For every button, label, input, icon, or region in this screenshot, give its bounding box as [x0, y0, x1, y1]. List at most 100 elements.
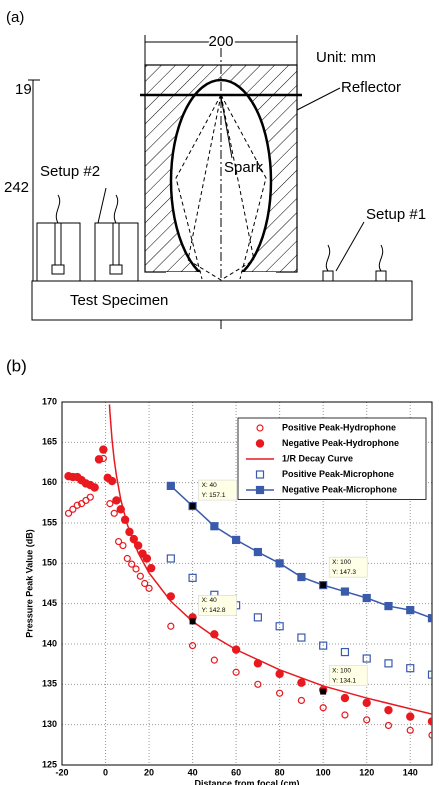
legend-label: Positive Peak-Microphone — [282, 469, 394, 479]
y-tick-label: 135 — [42, 679, 57, 689]
point — [384, 659, 393, 668]
datatip-label: X: 40 — [202, 597, 218, 604]
point — [232, 535, 241, 545]
datatip-point — [189, 618, 196, 625]
point — [166, 554, 175, 563]
point — [167, 622, 175, 630]
datatip-point — [189, 503, 196, 510]
legend-label: Positive Peak-Hydrophone — [282, 422, 396, 432]
y-tick-label: 155 — [42, 517, 57, 527]
point — [275, 622, 284, 631]
datatip-label: Y: 142.8 — [202, 607, 226, 614]
point — [119, 541, 127, 550]
setup1-label: Setup #1 — [366, 206, 426, 223]
panel-label: (b) — [6, 356, 27, 375]
specimen — [31, 280, 413, 321]
plot-frame — [61, 401, 433, 766]
datatip-label: X: 40 — [202, 482, 218, 489]
datatip-label: Y: 134.1 — [332, 677, 356, 684]
y-tick-label: 125 — [42, 759, 57, 769]
point — [210, 522, 219, 531]
chart: -20 0 20 40 60 80 100 120 140 125 130 135 140 145 150 1… — [24, 396, 433, 785]
y-tick-label: 145 — [42, 598, 57, 608]
point — [276, 689, 284, 697]
point — [384, 721, 393, 730]
point — [188, 573, 197, 582]
point — [136, 572, 144, 580]
x-tick-label: 40 — [188, 767, 198, 777]
legend-marker — [256, 424, 264, 432]
point — [319, 641, 328, 650]
point — [253, 547, 262, 557]
setup2-label: Setup #2 — [40, 163, 100, 180]
leader — [296, 87, 341, 111]
x-tick-label: -20 — [55, 767, 68, 777]
x-tick-label: 120 — [359, 767, 374, 777]
ellipse — [169, 78, 273, 284]
point — [362, 593, 371, 603]
point — [142, 554, 152, 563]
y-tick-label: 140 — [42, 638, 57, 648]
point — [147, 563, 156, 573]
leader — [220, 96, 233, 159]
point — [132, 565, 140, 573]
legend-marker — [255, 485, 265, 495]
point — [232, 668, 240, 676]
point — [340, 693, 350, 703]
point — [112, 496, 121, 505]
point — [253, 613, 262, 622]
point — [362, 698, 371, 708]
point — [141, 579, 149, 588]
point — [188, 642, 197, 650]
legend-label: Negative Peak-Hydrophone — [282, 438, 399, 448]
rays — [175, 94, 267, 281]
specimen-label: Test Specimen — [70, 292, 168, 309]
series-line — [108, 404, 432, 715]
x-tick-label: 80 — [275, 767, 285, 777]
reflector-label: Reflector — [341, 79, 401, 96]
point — [427, 670, 432, 679]
legend-marker — [255, 470, 265, 479]
legend-label: 1/R Decay Curve — [282, 453, 353, 463]
x-tick-label: 60 — [231, 767, 241, 777]
point — [86, 493, 94, 501]
datatip-box — [198, 479, 237, 501]
datatip-box — [328, 556, 368, 578]
point — [297, 696, 306, 705]
point — [341, 711, 349, 719]
legend-label: Negative Peak-Microphone — [282, 484, 397, 494]
datatip-label: X: 100 — [332, 559, 351, 566]
setup2 — [36, 187, 387, 282]
point — [107, 476, 117, 486]
datatip-box — [198, 595, 237, 616]
datatip-label: Y: 147.3 — [332, 569, 356, 576]
point — [384, 705, 393, 715]
x-tick-label: 140 — [403, 767, 418, 777]
x-tick-label: 100 — [316, 767, 331, 777]
y-tick-label: 150 — [42, 558, 57, 568]
point — [406, 726, 414, 734]
point — [340, 647, 350, 657]
point — [64, 509, 73, 517]
unit: Unit: mm — [316, 49, 376, 66]
spark-label: Spark — [224, 159, 264, 176]
x-tick-label: 0 — [103, 767, 108, 777]
point — [319, 704, 327, 712]
point — [99, 445, 108, 454]
point — [106, 500, 114, 508]
x-axis-label: Distance from focal (cm) — [194, 778, 299, 785]
point — [69, 505, 77, 513]
point — [123, 554, 131, 563]
panel-label: (a) — [6, 9, 24, 26]
point — [94, 455, 104, 464]
point — [406, 606, 415, 615]
point — [427, 614, 432, 623]
point — [210, 656, 218, 664]
datatip-point — [320, 582, 327, 589]
point — [428, 731, 432, 739]
point — [297, 678, 306, 687]
y-tick-label: 165 — [42, 437, 57, 447]
datatip-box — [328, 665, 368, 686]
point — [297, 572, 306, 582]
